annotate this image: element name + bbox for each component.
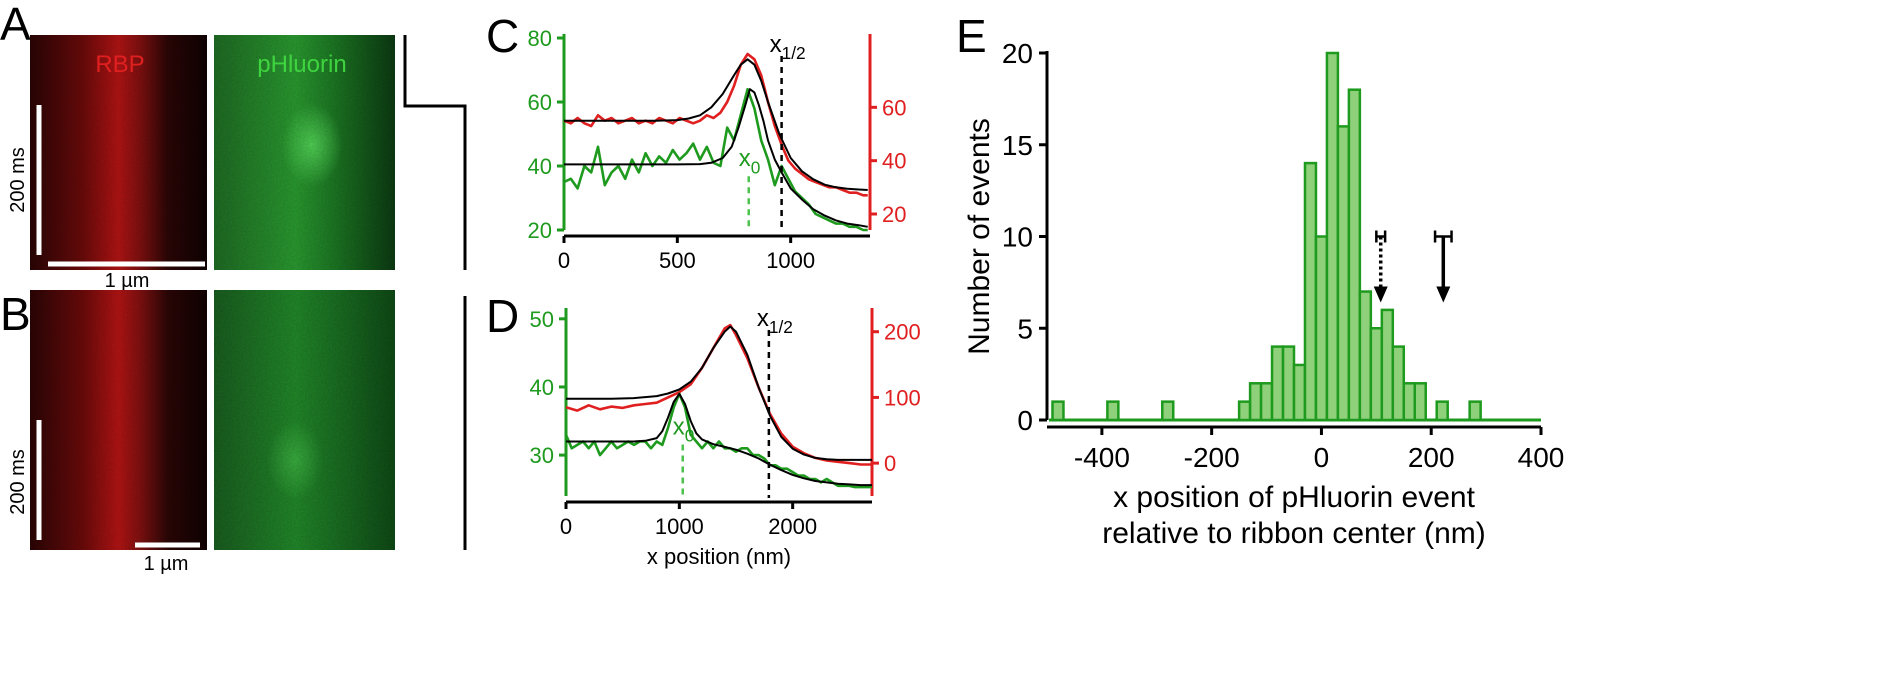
histogram-bar — [1435, 400, 1449, 422]
y-axis-title: Number of events — [963, 118, 996, 355]
histogram-bar — [1237, 400, 1252, 422]
histogram-bar — [1051, 400, 1065, 422]
histogram-bar — [1347, 88, 1362, 422]
histogram-bar — [1325, 51, 1340, 422]
panel-letter-a: A — [0, 0, 31, 50]
fit-line-right — [564, 58, 868, 191]
x-tick-label: -200 — [1184, 442, 1240, 473]
right-y-tick-label: 200 — [884, 320, 921, 345]
histogram-bar — [1468, 400, 1482, 422]
left-y-tick-label: 80 — [528, 26, 552, 51]
histogram-bar — [1314, 235, 1329, 422]
panel-e: E 0 5 10 15 20 Number of events -400 -200 0 200 40… — [956, 10, 1564, 550]
x-tick-label: 1000 — [655, 514, 704, 539]
panel-letter-e: E — [956, 10, 987, 62]
phluorin-image-a-noise — [214, 35, 395, 270]
dotted-arrow-head — [1373, 286, 1388, 303]
x-tick-label: 500 — [659, 248, 696, 273]
x-tick-label: 0 — [1314, 442, 1330, 473]
histogram-bar — [1303, 161, 1318, 422]
y-tick-label: 0 — [1017, 405, 1033, 436]
left-y-tick-label: 50 — [530, 307, 554, 332]
panel-letter-d: D — [486, 290, 519, 342]
histogram-bar — [1380, 308, 1395, 422]
histogram-bar — [1402, 382, 1417, 422]
right-y-tick-label: 0 — [884, 451, 896, 476]
time-scale-label-a: 200 ms — [7, 147, 29, 213]
histogram-bar — [1259, 382, 1274, 422]
phluorin-label: pHluorin — [257, 51, 346, 78]
histogram-bar — [1106, 400, 1120, 422]
space-scale-label-a: 1 µm — [105, 270, 150, 292]
x-axis-title: x position (nm) — [647, 544, 791, 569]
fit-line-left — [566, 392, 872, 487]
x-tick-label: 1000 — [766, 248, 815, 273]
left-y-tick-label: 20 — [528, 218, 552, 243]
y-tick-label: 10 — [1002, 222, 1033, 253]
histogram-bar — [1369, 327, 1384, 422]
x0-label: x0 — [739, 145, 761, 177]
histogram-bar — [1358, 290, 1373, 422]
right-y-tick-label: 40 — [882, 149, 906, 174]
y-tick-label: 15 — [1002, 130, 1033, 161]
right-y-tick-label: 100 — [884, 385, 921, 410]
x-tick-label: 0 — [560, 514, 572, 539]
histogram-bar — [1391, 345, 1406, 422]
left-y-tick-label: 30 — [530, 443, 554, 468]
y-tick-label: 5 — [1017, 313, 1033, 344]
rbp-image-a-noise — [30, 35, 207, 270]
histogram-bar — [1336, 125, 1351, 422]
panel-letter-c: C — [486, 10, 519, 62]
panel-e-plot: 0 5 10 15 20 Number of events -400 -200 0 200 400 x… — [963, 38, 1564, 550]
histogram-bar — [1413, 382, 1427, 422]
histogram-bar — [1281, 345, 1296, 422]
time-scale-label-b: 200 ms — [7, 449, 29, 515]
x-tick-label: 200 — [1408, 442, 1455, 473]
x-axis-title-line2: relative to ribbon center (nm) — [1102, 517, 1486, 550]
data-line-left — [563, 87, 868, 232]
panel-letter-b: B — [0, 288, 31, 340]
fit-line-left — [564, 88, 868, 228]
histogram-bar — [1161, 400, 1175, 422]
rbp-image-b-noise — [30, 290, 207, 550]
phluorin-image-b-noise — [214, 290, 395, 550]
histogram-bar — [1270, 345, 1285, 422]
right-y-tick-label: 20 — [882, 202, 906, 227]
x-half-label: x1/2 — [757, 305, 793, 337]
y-tick-label: 20 — [1002, 38, 1033, 69]
left-y-tick-label: 40 — [528, 154, 552, 179]
rbp-label: RBP — [95, 51, 144, 78]
x-tick-label: 400 — [1518, 442, 1565, 473]
right-y-tick-label: 60 — [882, 95, 906, 120]
histogram-bar — [1292, 363, 1307, 422]
fit-line-right — [566, 325, 872, 461]
panel-c: C 20 40 60 80 20 40 60 0 500 1000 x1/2 x0 — [486, 10, 906, 273]
x-tick-label: 2000 — [768, 514, 817, 539]
x-tick-label: 0 — [558, 248, 570, 273]
x-tick-label: -400 — [1074, 442, 1130, 473]
x-axis-title-line1: x position of pHluorin event — [1113, 481, 1476, 514]
left-y-tick-label: 40 — [530, 375, 554, 400]
solid-arrow-head — [1436, 286, 1451, 303]
connector-upper — [403, 35, 467, 270]
connector-brackets — [403, 35, 467, 550]
panel-b: B 200 ms 1 µm — [0, 288, 395, 575]
left-y-tick-label: 60 — [528, 90, 552, 115]
x-half-label: x1/2 — [770, 31, 806, 63]
panel-c-plot: 20 40 60 80 20 40 60 0 500 1000 x1/2 x0 — [528, 26, 907, 273]
histogram-bar — [1248, 382, 1263, 422]
space-scale-label-b: 1 µm — [144, 553, 189, 575]
panel-a: A RBP pHluorin 200 ms 1 µm — [0, 0, 395, 292]
x0-label: x0 — [673, 413, 695, 445]
